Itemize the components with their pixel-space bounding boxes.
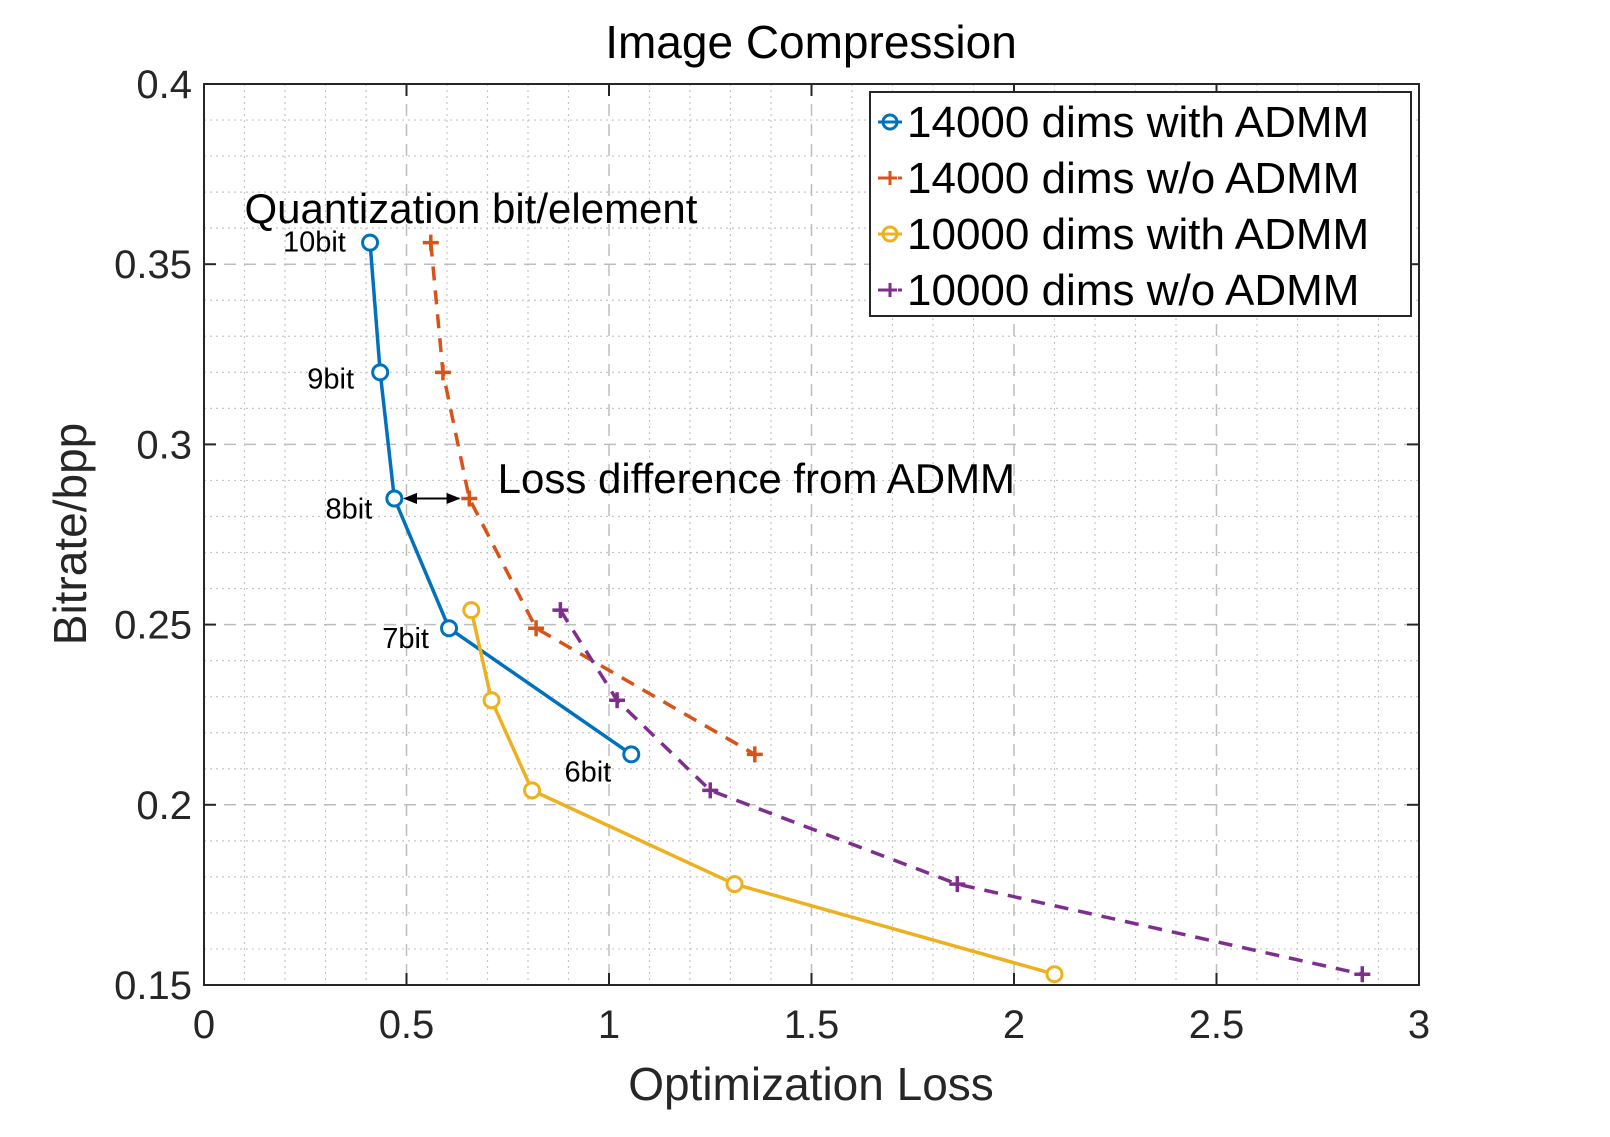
y-axis-label: Bitrate/bpp	[44, 423, 96, 645]
x-tick-label: 1.5	[784, 1003, 840, 1047]
data-point	[440, 619, 459, 638]
data-point	[528, 620, 545, 637]
bit-label: 9bit	[307, 364, 354, 396]
data-point	[461, 490, 478, 507]
series-2	[422, 234, 763, 763]
x-tick-label: 2.5	[1189, 1003, 1245, 1047]
data-point	[702, 782, 719, 799]
y-tick-label: 0.2	[136, 784, 192, 828]
y-tick-label: 0.4	[136, 63, 192, 107]
legend-entry-3: 10000 dims with ADMM	[878, 210, 1369, 259]
x-tick-label: 1	[598, 1003, 620, 1047]
annotation-text: Quantization bit/element	[245, 185, 698, 232]
legend-label: 10000 dims w/o ADMM	[907, 266, 1359, 315]
x-tick-label: 0	[193, 1003, 215, 1047]
data-point	[462, 601, 481, 620]
series-3	[462, 601, 1064, 984]
data-point	[482, 691, 501, 710]
data-point	[622, 745, 641, 764]
data-point	[746, 746, 763, 763]
tick-labels: 0 0.5 1 1.5 2 2.5 3 0.15 0.2 0.25 0.3 0.35 0.4	[114, 63, 1430, 1047]
data-point	[609, 692, 626, 709]
bit-label: 10bit	[283, 227, 346, 259]
y-tick-label: 0.35	[114, 243, 192, 287]
series-4	[552, 602, 1371, 983]
data-point	[523, 781, 542, 800]
x-tick-label: 2	[1003, 1003, 1025, 1047]
bit-label: 6bit	[564, 756, 611, 788]
data-point	[949, 876, 966, 893]
legend-label: 10000 dims with ADMM	[907, 210, 1369, 259]
series-line	[429, 242, 756, 756]
annotation-text: Loss difference from ADMM	[498, 455, 1015, 502]
chart-title: Image Compression	[605, 16, 1017, 68]
x-tick-label: 3	[1408, 1003, 1430, 1047]
y-tick-label: 0.25	[114, 604, 192, 648]
series-layer	[361, 233, 1371, 984]
data-point	[1045, 965, 1064, 984]
legend-label: 14000 dims w/o ADMM	[907, 154, 1359, 203]
ticks	[203, 83, 1420, 986]
data-point	[422, 234, 439, 251]
bit-label: 8bit	[326, 493, 373, 525]
legend: 14000 dims with ADMM 14000 dims w/o ADMM…	[869, 91, 1412, 317]
data-point	[552, 602, 569, 619]
annotations: Quantization bit/element Loss difference …	[245, 185, 1016, 789]
data-point	[1354, 966, 1371, 983]
legend-entry-4: 10000 dims w/o ADMM	[878, 266, 1359, 315]
legend-entry-1: 14000 dims with ADMM	[878, 98, 1369, 147]
legend-entry-2: 14000 dims w/o ADMM	[878, 154, 1359, 203]
data-point	[371, 363, 390, 382]
data-point	[385, 489, 404, 508]
legend-box	[869, 91, 1412, 317]
data-point	[434, 364, 451, 381]
bit-label: 7bit	[382, 623, 429, 655]
legend-label: 14000 dims with ADMM	[907, 98, 1369, 147]
data-point	[361, 233, 380, 252]
y-tick-label: 0.15	[114, 964, 192, 1008]
x-tick-label: 0.5	[379, 1003, 435, 1047]
data-point	[725, 875, 744, 894]
x-axis-label: Optimization Loss	[628, 1058, 994, 1110]
series-1	[361, 233, 641, 764]
y-tick-label: 0.3	[136, 423, 192, 467]
